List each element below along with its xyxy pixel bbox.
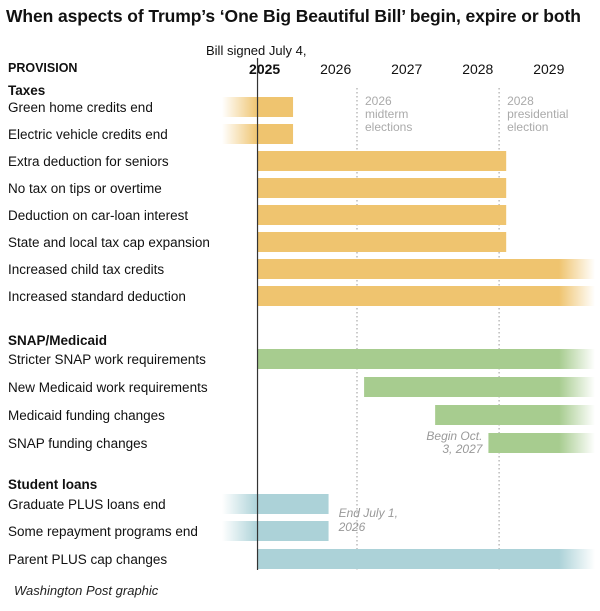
bar-note: 2026 [338, 520, 366, 534]
reference-note: 2028 [507, 94, 534, 108]
credit-line: Washington Post graphic [14, 583, 159, 598]
bar [258, 97, 294, 117]
bar [257, 549, 559, 569]
bar [257, 151, 507, 171]
bar [257, 232, 507, 252]
year-label: 2027 [391, 61, 422, 77]
bar-note: End July 1, [339, 506, 398, 520]
reference-note: 2026 [365, 94, 392, 108]
provision-label: No tax on tips or overtime [8, 181, 162, 196]
group-header: Student loans [8, 477, 97, 492]
bar [258, 494, 329, 514]
chart-title: When aspects of Trump’s ‘One Big Beautif… [6, 6, 581, 26]
provision-label: Graduate PLUS loans end [8, 497, 166, 512]
bar [257, 349, 559, 369]
provision-label: Deduction on car-loan interest [8, 208, 188, 223]
year-label: 2029 [533, 61, 564, 77]
group-header: SNAP/Medicaid [8, 333, 107, 348]
year-label: 2025 [249, 61, 280, 77]
provision-label: State and local tax cap expansion [8, 235, 210, 250]
bar [257, 178, 507, 198]
group-header: Taxes [8, 83, 45, 98]
bar [257, 259, 559, 279]
bar [257, 286, 559, 306]
bar-fade [559, 405, 595, 425]
bar [488, 433, 559, 453]
bar-fade [222, 97, 258, 117]
bar-fade [559, 349, 595, 369]
provision-label: Parent PLUS cap changes [8, 552, 167, 567]
bar [258, 124, 294, 144]
provision-label: Some repayment programs end [8, 524, 198, 539]
provision-label: Extra deduction for seniors [8, 154, 169, 169]
bar-fade [559, 549, 595, 569]
bar-fade [222, 494, 258, 514]
bar-fade [559, 259, 595, 279]
provision-label: Electric vehicle credits end [8, 127, 168, 142]
reference-note: elections [365, 120, 412, 134]
provision-label: Green home credits end [8, 100, 153, 115]
bar [364, 377, 559, 397]
column-header: PROVISION [8, 61, 77, 75]
provision-label: Increased standard deduction [8, 289, 186, 304]
signing-note: Bill signed July 4, [206, 43, 306, 58]
bar [258, 521, 329, 541]
bar-fade [559, 433, 595, 453]
bar-fade [222, 124, 258, 144]
provision-label: Stricter SNAP work requirements [8, 352, 206, 367]
bar-note: 3, 2027 [442, 442, 483, 456]
bar-fade [559, 377, 595, 397]
reference-note: presidential [507, 107, 568, 121]
reference-note: midterm [365, 107, 408, 121]
reference-note: election [507, 120, 548, 134]
provision-label: New Medicaid work requirements [8, 380, 208, 395]
bar-note: Begin Oct. [426, 429, 482, 443]
bar [435, 405, 559, 425]
year-label: 2028 [462, 61, 493, 77]
bar-fade [222, 521, 258, 541]
year-label: 2026 [320, 61, 351, 77]
provision-label: Medicaid funding changes [8, 408, 165, 423]
provision-label: SNAP funding changes [8, 436, 148, 451]
provision-label: Increased child tax credits [8, 262, 164, 277]
bar [257, 205, 507, 225]
bar-fade [559, 286, 595, 306]
